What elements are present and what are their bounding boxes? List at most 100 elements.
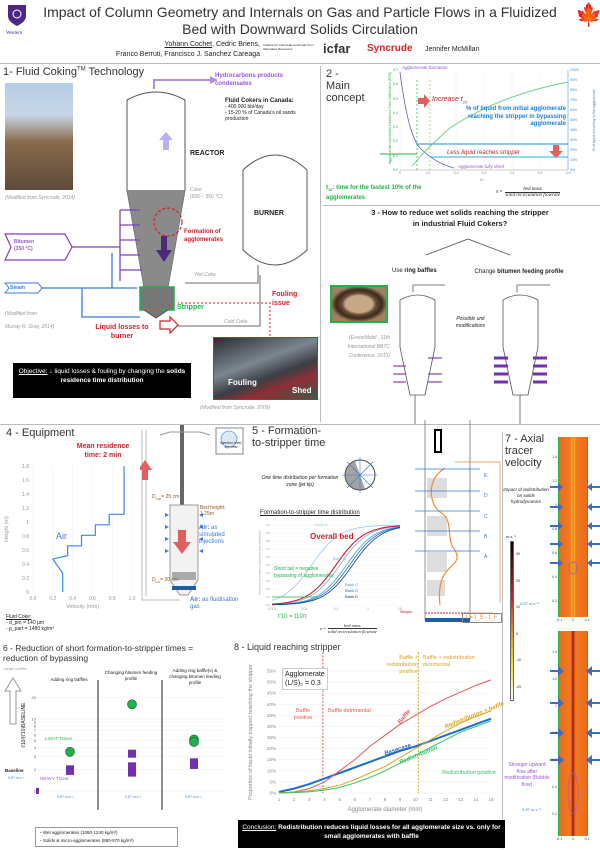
d-low-val: = 20 cm [160, 577, 179, 583]
y-tick-label: 50% [267, 680, 276, 685]
d-high-label: Dhigh= 25 cm [152, 494, 179, 501]
s2-y-right-label: % of liquid remaining in the agglomerate [592, 88, 596, 152]
y-tick-label: 1 [26, 520, 29, 526]
bitumen-temp: (350 °C) [14, 246, 33, 252]
y-tick-label: 10 [32, 717, 37, 722]
liquid-losses-label: Liquid losses to burner [95, 324, 149, 340]
time-distribution-subtitle: Formation-to-stripper time distribution [260, 510, 360, 516]
y-tick-label: 40% [267, 702, 276, 707]
tau-denominator: solid recirculation flowrate [327, 629, 377, 634]
x-tick-label: 14 [473, 797, 479, 802]
x-tick-label: 7 [369, 797, 372, 802]
reactor-ring-baffles [399, 284, 445, 425]
x-tick-label: 0.1 [334, 607, 339, 611]
tick-label: 0.2 [393, 139, 398, 144]
legend-wet-text: Wet agglomerates (1080-1240 kg/m³) [42, 830, 118, 835]
heavy-tracer-point [128, 749, 136, 758]
tick-label: 1.2 [552, 479, 557, 483]
reactor-label: REACTOR [190, 150, 225, 157]
tick-label: 0% [570, 168, 576, 172]
x-tick-label: 0.8 [109, 596, 116, 602]
particle-density: - ρ_part = 1480 kg/m³ [6, 626, 55, 632]
horizontal-divider-mid [0, 424, 600, 425]
university-name: Western [6, 31, 23, 36]
y-tick-label: 0% [269, 791, 276, 796]
tick-label: 90% [570, 78, 578, 82]
y-tick-label: 2 [34, 767, 37, 772]
bank-curve [271, 525, 401, 605]
increase-sub: 10 [462, 99, 468, 105]
section-7-title: 7 - Axial tracer velocity [505, 433, 545, 469]
cb-tick: 30 [516, 552, 520, 556]
particle-diameter: - d_pm = 140 µm [6, 620, 45, 626]
tick-label: 0.1 [393, 153, 398, 158]
x-tick-label: 13 [458, 797, 464, 802]
option2-bold: bitumen feeding profile [497, 269, 564, 275]
tick-label: 0.4 [552, 785, 557, 789]
y-tick-label: 0.5 [266, 563, 271, 567]
velocity-profile-line [51, 466, 125, 592]
section-6-title: 6 - Reduction of short formation-to-stri… [3, 643, 194, 663]
cb-tick: 0 [516, 631, 518, 636]
air-fluidisation-label: Air: as fluidisation gas [190, 597, 245, 611]
d-low-label: Dlow= 20 cm [152, 577, 178, 584]
heavy-tracer-label: HEAVY Tracer [40, 776, 69, 781]
increase-text: Increase t [432, 96, 463, 103]
tick-label: 0.1 [584, 618, 590, 622]
tick-label: 1.2 [552, 677, 557, 681]
y-tick-label: 0.2 [22, 576, 29, 582]
tick-label: 100% [570, 68, 579, 72]
stripper-label: Stripper [177, 304, 204, 311]
series-line-basecase [278, 717, 492, 793]
legend-solids-text: Solids & micro-agglomerates (880-970 kg/… [42, 838, 134, 843]
tick-label: 1 [555, 704, 557, 708]
level-labels: E D C B A [484, 466, 488, 567]
y-tick-label: 55% [267, 669, 276, 674]
institute-logo: Institute for Chemicals and Fuels from A… [263, 43, 314, 51]
s2-y-left-label: Agglomerate cumulative Residence Time Di… [388, 71, 392, 165]
larger-better-arrow [4, 677, 22, 725]
bank-curve [272, 527, 401, 606]
x-tick-label: 10 [398, 607, 402, 611]
tick-label: 1.4 [552, 650, 557, 654]
redistribution-positive-label: Redistribution positive [442, 770, 496, 776]
y-tick-label: 15% [267, 757, 276, 762]
conclusion-label: Conclusion: [242, 824, 277, 831]
tick-label: 0.0 [393, 168, 398, 172]
tick-label: 30% [570, 138, 578, 142]
x-axis-label: t/τ [480, 177, 484, 182]
one-time-label: One time distribution per formation zone… [261, 475, 339, 488]
panel-combined: Adding ring baffle(s) & changing bitumen… [169, 668, 221, 685]
x-tick-label: 3 [308, 797, 311, 802]
y-tick-label: 0.7 [266, 547, 271, 551]
hydrocarbons-label: Hydrocarbons products condensates [215, 73, 284, 87]
tau-numerator: bed mass [327, 623, 377, 629]
heavy-tracer-point [128, 768, 136, 777]
section-3-title: 3 - How to reduce wet solids reaching th… [371, 208, 549, 228]
y-tick-label: 7 [34, 728, 37, 733]
agglomerate-box: Agglomerate (L/S)₀ = 0.3 [282, 668, 328, 690]
short-tail-label: Short tail = negative bypassing of agglo… [274, 566, 334, 579]
diagram-credit: (Modified from Murray R. Gray, 2014) [5, 308, 54, 334]
tick-label: 0.8 [552, 731, 557, 735]
y-tick-label: 0.6 [22, 548, 29, 554]
air-label: Air [56, 531, 67, 541]
heavy-tracer-point [128, 762, 136, 771]
velocity-panel-2: 0.87 m.s⁻¹ [125, 795, 142, 799]
bank-label: Bank A [315, 522, 328, 527]
coke-temp: (500 – 550 °C) [190, 194, 223, 200]
syncrude-logo: Syncrude [367, 43, 413, 54]
series-label: Baffle [397, 708, 413, 725]
tick-label: 0.8 [552, 527, 557, 531]
velocity-label-bottom: 0.87 m.s⁻¹ [522, 807, 541, 812]
conclusion-box: Conclusion: Redistribution reduces liqui… [238, 820, 505, 848]
tick-label: -0.1 [555, 618, 563, 622]
panel-ring-baffles: Adding ring baffles [50, 677, 88, 682]
section-2-title: 2 - Main concept [326, 68, 365, 104]
x-tick-label: 0.2 [49, 596, 56, 602]
t10-text: : time for the fastest 10% of the agglom… [326, 185, 422, 202]
x-tick-label: 0.01 [301, 607, 308, 611]
tick-label: 1.4 [552, 455, 557, 459]
less-liquid-label: Less liquid reaches stripper [447, 150, 521, 156]
tick-label: 0.3 [481, 171, 487, 175]
